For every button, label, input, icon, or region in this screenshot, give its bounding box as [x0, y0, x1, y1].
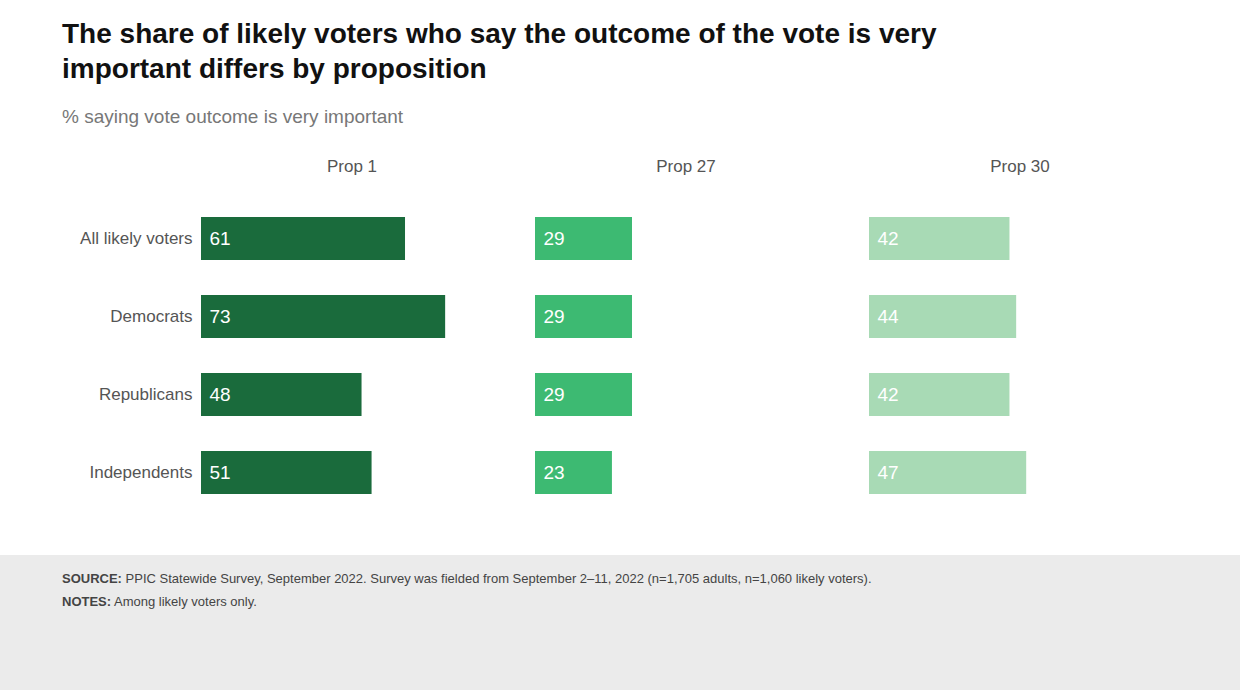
svg-text:47: 47 [878, 462, 899, 483]
svg-text:73: 73 [210, 306, 231, 327]
html-text:SOURCE: PPIC Statewide Survey,: SOURCE: PPIC Statewide Survey, September… [62, 571, 872, 586]
svg-text:Republicans: Republicans [99, 385, 193, 404]
svg-text:Prop 27: Prop 27 [656, 157, 716, 176]
svg-text:29: 29 [544, 228, 565, 249]
svg-text:29: 29 [544, 306, 565, 327]
svg-text:Democrats: Democrats [110, 307, 192, 326]
svg-text:48: 48 [210, 384, 231, 405]
svg-text:All likely voters: All likely voters [80, 229, 192, 248]
svg-text:23: 23 [544, 462, 565, 483]
svg-text:42: 42 [878, 228, 899, 249]
html-text:% saying vote outcome is very: % saying vote outcome is very important [62, 106, 404, 127]
svg-text:29: 29 [544, 384, 565, 405]
svg-text:Prop 30: Prop 30 [990, 157, 1050, 176]
html-text:NOTES: Among likely voters onl: NOTES: Among likely voters only. [62, 593, 257, 609]
svg-text:42: 42 [878, 384, 899, 405]
svg-text:Prop 1: Prop 1 [327, 157, 377, 176]
html-text:The share of likely voters who: The share of likely voters who say the o… [62, 18, 937, 84]
svg-text:44: 44 [878, 306, 900, 327]
svg-text:Independents: Independents [89, 463, 192, 482]
svg-text:51: 51 [210, 462, 231, 483]
svg-text:61: 61 [210, 228, 231, 249]
